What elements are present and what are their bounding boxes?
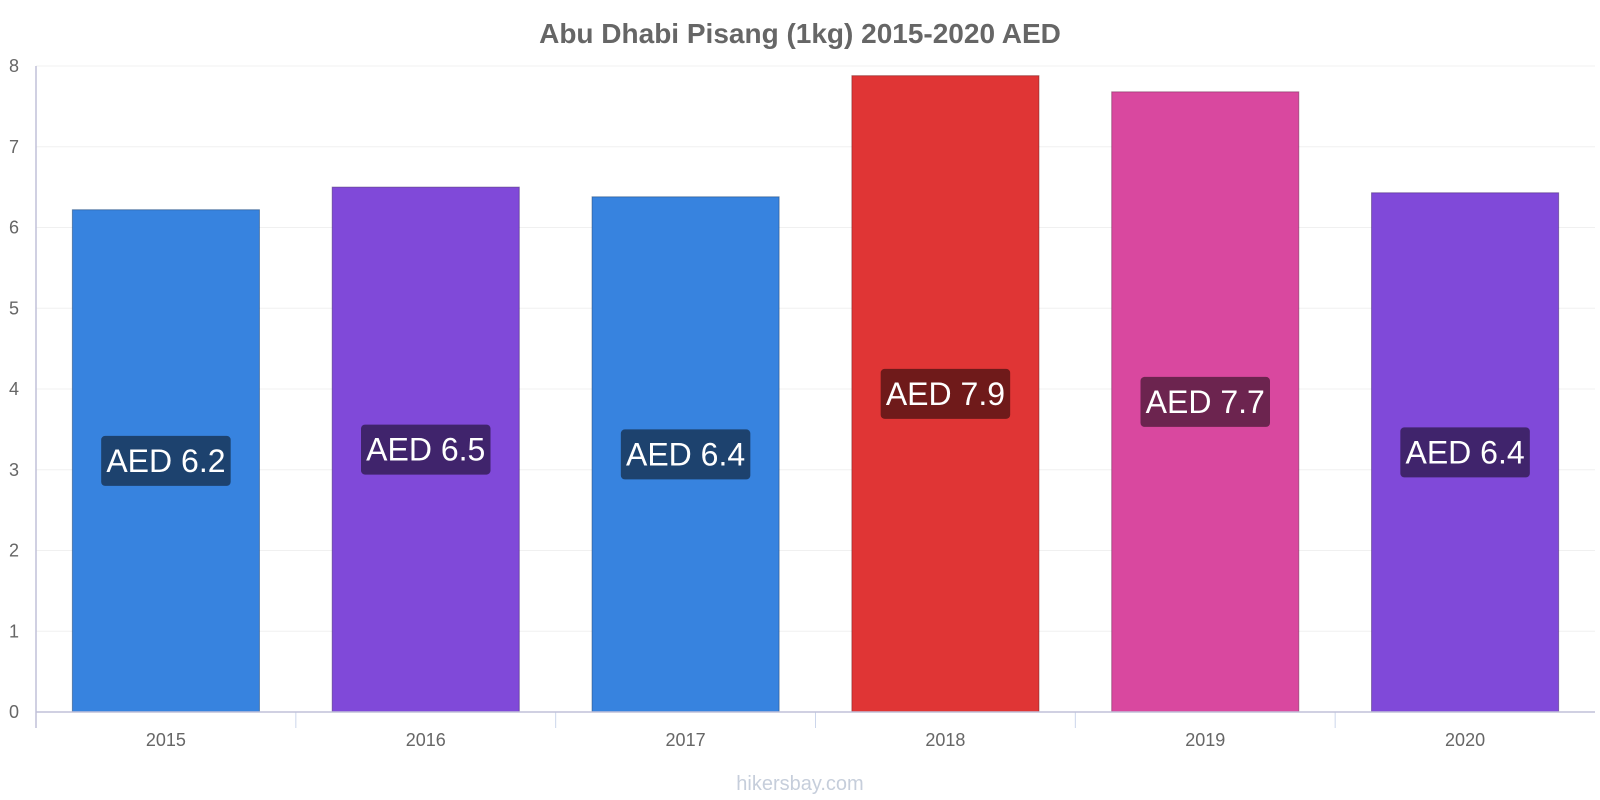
x-tick-label: 2017 (666, 730, 706, 750)
data-label: AED 7.9 (886, 376, 1005, 412)
data-label-box (1140, 376, 1270, 427)
chart-title: Abu Dhabi Pisang (1kg) 2015-2020 AED (539, 18, 1061, 49)
axes: 0 1 2 3 4 5 6 7 8 2015 2016 2017 2018 2019 2020 (9, 56, 1595, 750)
x-tick-label: 2018 (925, 730, 965, 750)
y-tick-label: 0 (9, 702, 19, 722)
y-tick-label: 7 (9, 137, 19, 157)
y-tick-label: 1 (9, 621, 19, 641)
y-tick-label: 3 (9, 460, 19, 480)
y-tick-label: 5 (9, 298, 19, 318)
y-tick-label: 4 (9, 379, 19, 399)
x-tick-label: 2020 (1445, 730, 1485, 750)
x-tick-label: 2019 (1185, 730, 1225, 750)
watermark: hikersbay.com (736, 773, 863, 795)
y-tick-label: 6 (9, 218, 19, 238)
y-tick-label: 8 (9, 56, 19, 76)
data-labels: AED 6.2 AED 6.5 AED 6.4 AED 7.9 AED 7.7 AED 6… (101, 368, 1530, 486)
data-label: AED 6.4 (1405, 434, 1524, 470)
y-tick-label: 2 (9, 541, 19, 561)
data-label-box (101, 435, 231, 486)
bars (71, 75, 1560, 713)
data-label-box (880, 368, 1011, 419)
data-label-box (361, 424, 491, 475)
data-label: AED 7.7 (1146, 384, 1265, 420)
x-tick-label: 2016 (406, 730, 446, 750)
x-tick-label: 2015 (146, 730, 186, 750)
data-label: AED 6.2 (106, 443, 225, 479)
data-label-box (1400, 427, 1530, 478)
data-label: AED 6.5 (366, 432, 485, 468)
data-label-box (620, 429, 751, 480)
data-label: AED 6.4 (626, 436, 745, 472)
gridlines (36, 65, 1595, 632)
